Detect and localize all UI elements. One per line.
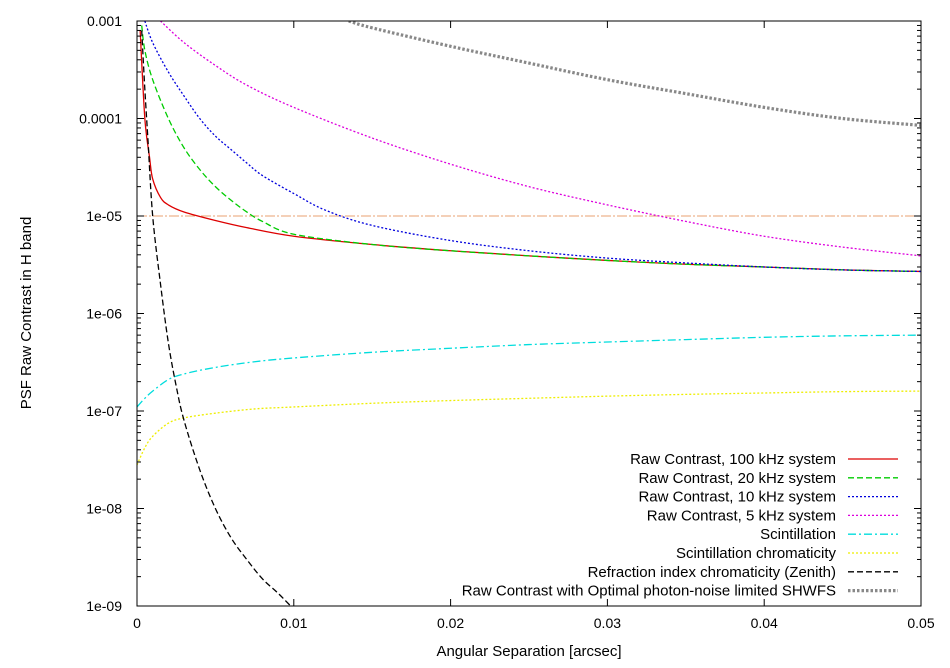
series-line-5 bbox=[137, 334, 921, 408]
y-tick-label: 1e-07 bbox=[86, 403, 122, 419]
y-tick-label: 0.001 bbox=[87, 13, 122, 29]
x-tick-label: 0.03 bbox=[594, 615, 621, 631]
y-tick-label: 1e-06 bbox=[86, 306, 122, 322]
x-tick-label: 0.02 bbox=[437, 615, 464, 631]
ticks-layer: 0 0.01 0.02 0.03 0.04 0.05 0.001 0.0001 1e-05 1e-… bbox=[79, 13, 935, 631]
x-tick-label: 0.05 bbox=[907, 615, 934, 631]
series-line-8 bbox=[348, 21, 921, 127]
series-line-4 bbox=[160, 21, 921, 257]
x-tick-label: 0 bbox=[133, 615, 141, 631]
legend-label-5: Scintillation bbox=[760, 526, 836, 543]
legend-label-7: Refraction index chromaticity (Zenith) bbox=[588, 564, 836, 581]
x-axis-title: Angular Separation [arcsec] bbox=[436, 643, 621, 660]
legend-label-6: Scintillation chromaticity bbox=[676, 545, 837, 562]
legend-label-4: Raw Contrast, 5 kHz system bbox=[647, 507, 836, 524]
y-tick-label: 1e-08 bbox=[86, 501, 122, 517]
series-line-6 bbox=[137, 390, 921, 466]
y-tick-label: 1e-05 bbox=[86, 208, 122, 224]
legend-label-3: Raw Contrast, 10 kHz system bbox=[638, 489, 836, 506]
legend-label-1: Raw Contrast, 100 kHz system bbox=[630, 451, 836, 468]
series-line-7 bbox=[141, 30, 292, 606]
y-tick-label: 0.0001 bbox=[79, 111, 122, 127]
legend-label-8: Raw Contrast with Optimal photon-noise l… bbox=[462, 583, 836, 600]
y-axis-title: PSF Raw Contrast in H band bbox=[18, 217, 35, 410]
x-tick-label: 0.04 bbox=[751, 615, 778, 631]
y-tick-label: 1e-09 bbox=[86, 598, 122, 614]
series-line-3 bbox=[144, 21, 921, 273]
series-layer bbox=[137, 21, 921, 606]
x-tick-label: 0.01 bbox=[280, 615, 307, 631]
legend: Raw Contrast, 100 kHz system Raw Contrast… bbox=[462, 451, 898, 600]
legend-label-2: Raw Contrast, 20 kHz system bbox=[638, 470, 836, 487]
